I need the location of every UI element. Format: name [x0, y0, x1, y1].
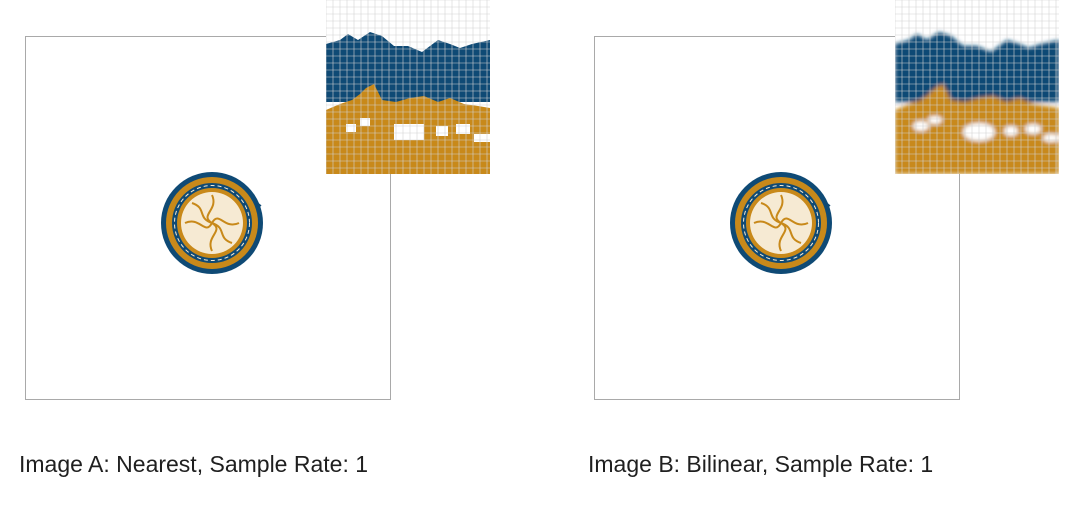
image-panel-b: Image B: Bilinear, Sample Rate: 1	[569, 0, 1077, 509]
caption-image-a: Image A: Nearest, Sample Rate: 1	[19, 451, 369, 477]
zoom-inset-a	[326, 0, 490, 174]
zoom-inset-b	[895, 0, 1059, 174]
small-mark	[255, 201, 262, 207]
zoom-magnifier-inset	[326, 0, 490, 174]
seal-emblem-icon	[730, 172, 832, 274]
image-panel-a: Image A: Nearest, Sample Rate: 1	[19, 0, 490, 477]
seal-emblem-icon	[161, 172, 263, 274]
small-mark	[824, 201, 831, 207]
caption-image-b: Image B: Bilinear, Sample Rate: 1	[588, 451, 934, 477]
zoom-magnifier-inset	[895, 0, 1059, 174]
